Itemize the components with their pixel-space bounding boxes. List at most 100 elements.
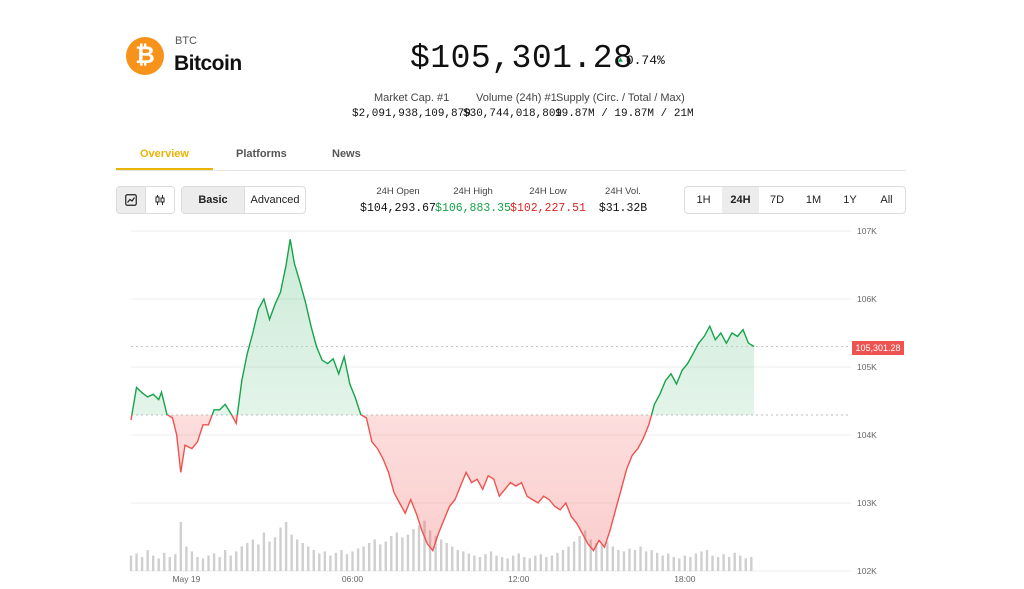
price-change: ▲ 0.74% [618,53,665,68]
high-value: $106,883.35 [435,202,511,215]
range-all-button[interactable]: All [880,194,893,206]
volume-bar [473,555,476,571]
volume-bar [174,554,177,571]
volume-bar [550,555,554,571]
volume-bar [689,557,692,571]
volume-bar [739,555,742,571]
candlestick-icon [155,195,165,205]
tab-news[interactable]: News [332,148,361,160]
low-label: 24H Low [529,186,567,197]
volume-bar [251,539,255,571]
volume-bar [373,539,376,571]
volume-label: Volume (24h) #1 [476,92,557,104]
range-7d-button[interactable]: 7D [769,194,785,206]
volume-bar [240,546,243,571]
advanced-button[interactable]: Advanced [244,187,305,213]
volume-bar [556,552,559,571]
supply-value: 19.87M / 19.87M / 21M [555,108,694,120]
open-value: $104,293.67 [360,202,436,215]
volume-bar [628,548,631,571]
volume-24h-label: 24H Vol. [605,186,641,197]
volume-bar [667,553,670,571]
x-tick-label: 12:00 [508,574,530,584]
volume-bar [561,550,565,571]
volume-bar [545,557,548,571]
volume-bar [390,536,393,571]
volume-bar [257,544,260,571]
volume-bar [179,522,183,571]
range-1m-button[interactable]: 1M [805,194,822,206]
volume-bar [589,539,592,571]
current-price: $105,301.28 [410,40,634,77]
volume-bar [284,522,288,571]
volume-bar [185,546,188,571]
volume-bar [140,557,144,571]
range-24h-button[interactable]: 24H [722,187,759,213]
market-cap-value: $2,091,938,109,879 [352,108,471,120]
volume-bar [190,551,194,571]
volume-bar [295,539,299,571]
volume-bar [534,555,537,571]
range-1y-button[interactable]: 1Y [843,194,857,206]
volume-bar [417,525,421,571]
volume-bar [445,543,448,571]
volume-bar [539,554,543,571]
volume-bar [500,557,504,571]
y-tick-label: 103K [857,498,877,508]
volume-bar [323,551,327,571]
volume-bar [572,541,576,571]
volume-bar [201,558,205,571]
candlestick-button[interactable] [145,187,174,213]
volume-bar [351,551,354,571]
volume-bar [716,557,720,571]
volume-bar [223,550,227,571]
volume-bar [379,544,382,571]
volume-bar [262,532,266,571]
y-tick-label: 105K [857,362,877,372]
volume-bar [345,554,349,571]
mode-toggle: Basic Advanced [181,186,306,214]
volume-bar [406,534,410,571]
y-tick-label: 107K [857,226,877,236]
volume-bar [151,555,155,571]
basic-button[interactable]: Basic [182,187,244,213]
volume-bar [528,558,531,571]
volume-bar [301,543,304,571]
volume-bar [633,550,637,571]
coin-name: Bitcoin [174,52,242,75]
volume-bar [523,557,526,571]
volume-bar [611,546,615,571]
tab-overview[interactable]: Overview [140,148,189,160]
volume-bar [456,550,459,571]
volume-bar [129,555,133,571]
volume-bar [235,551,238,571]
volume-bar [340,550,343,571]
volume-bar [218,557,221,571]
volume-bar [495,555,498,571]
volume-bar [694,553,698,571]
volume-bar [705,550,709,571]
triangle-up-icon: ▲ [618,56,623,65]
volume-bar [412,529,415,571]
volume-bar [434,536,437,571]
volume-bar [290,534,293,571]
chart-type-toggle [116,186,175,214]
volume-bar [163,552,166,571]
volume-bar [462,551,465,571]
line-chart-icon [125,194,137,206]
volume-bar [467,553,471,571]
volume-bar [622,551,626,571]
volume-bar [655,552,659,571]
range-1h-button[interactable]: 1H [696,194,711,206]
volume-bar [356,548,360,571]
line-chart-button[interactable] [117,187,145,213]
active-tab-indicator [116,168,213,170]
x-tick-label: 06:00 [342,574,364,584]
volume-bar [506,558,509,571]
volume-bar [567,546,570,571]
tab-platforms[interactable]: Platforms [236,148,287,160]
price-change-value: 0.74% [625,53,665,68]
volume-bar [318,553,321,571]
time-range-selector: 1H 24H 7D 1M 1Y All [684,186,906,214]
